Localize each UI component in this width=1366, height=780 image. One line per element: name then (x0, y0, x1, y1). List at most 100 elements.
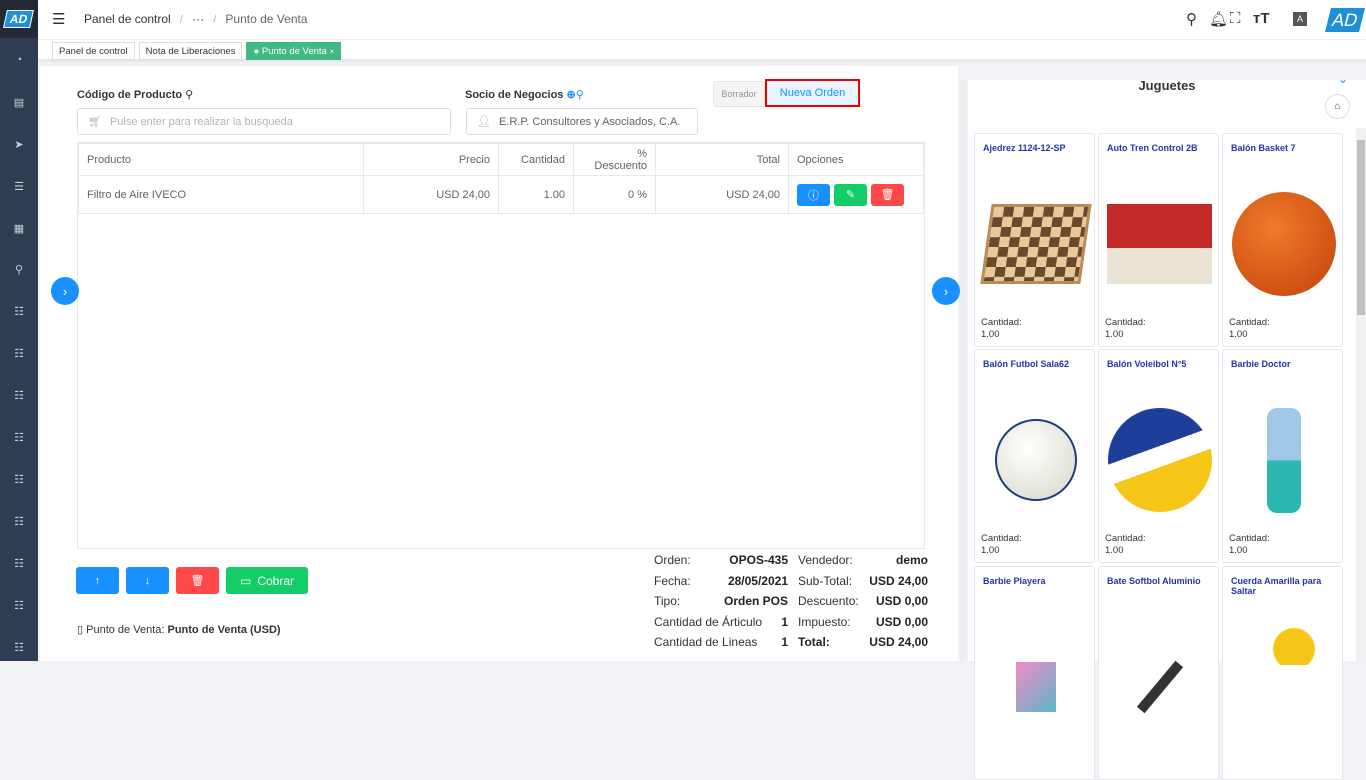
col-product: Producto (78, 143, 364, 176)
info-button[interactable]: ⓘ (797, 183, 830, 206)
product-image (1107, 179, 1212, 309)
edit-document-icon[interactable]: ▦ (13, 223, 25, 235)
logo[interactable]: AD (0, 0, 38, 38)
product-image (983, 622, 1088, 752)
font-size-icon[interactable]: тT (1253, 10, 1270, 27)
sidebar: AD ◔ ▤ ➤ ☰ ▦ ⚲ ☷ ☷ ☷ ☷ ☷ ☷ ☷ ☷ ☷ (0, 0, 38, 661)
tab-nota-de-liberaciones[interactable]: Nota de Liberaciones (138, 42, 243, 60)
product-code-label: Código de Producto ⚲ (77, 89, 194, 101)
tags-view: Panel de control Nota de Liberaciones ● … (38, 40, 1366, 62)
breadcrumb-ellipsis[interactable]: ··· (192, 12, 205, 26)
menu-list-icon[interactable]: ☷ (14, 306, 24, 318)
search-icon[interactable]: ⚲ (575, 89, 584, 101)
menu-list-icon[interactable]: ☷ (14, 642, 24, 654)
business-partner-input[interactable]: 👤︎ E.R.P. Consultores y Asociados, C.A. (466, 108, 698, 135)
breadcrumb-separator: / (213, 12, 217, 26)
avatar[interactable]: AD (1325, 8, 1365, 32)
chevron-down-icon[interactable]: ⌄ (1338, 72, 1349, 86)
translate-icon[interactable]: A (1293, 12, 1307, 26)
product-card[interactable]: Barbie Playera (974, 566, 1095, 780)
list-icon[interactable]: ☰ (14, 181, 24, 193)
search-icon[interactable]: ⚲ (185, 89, 194, 101)
charge-button[interactable]: ▭ Cobrar (226, 567, 308, 594)
arrow-down-icon: ↓ (144, 574, 151, 587)
trash-icon: 🗑︎ (880, 189, 895, 201)
order-lines-table: Producto Precio Cantidad % Descuento Tot… (77, 142, 925, 549)
send-icon[interactable]: ➤ (14, 139, 24, 151)
arrow-up-icon: ↑ (94, 574, 101, 587)
catalog-title: Juguetes (1138, 78, 1196, 93)
chevron-right-icon: › (62, 283, 68, 299)
draft-status-tab[interactable]: Borrador (713, 81, 765, 107)
product-image (1231, 179, 1336, 309)
product-card[interactable]: Balón Basket 7 Cantidad: 1.00 (1222, 133, 1343, 347)
delete-order-button[interactable]: 🗑︎ (176, 567, 219, 594)
product-image (1107, 395, 1212, 525)
fullscreen-icon[interactable]: ⛶ (1230, 10, 1241, 27)
tab-panel-de-control[interactable]: Panel de control (52, 42, 135, 60)
breadcrumb-separator: / (179, 12, 184, 26)
expand-left-button[interactable]: › (51, 277, 79, 305)
product-image (979, 179, 1092, 309)
cell-quantity[interactable]: 1.00 (498, 175, 574, 214)
order-summary-left: Orden: OPOS-435 Fecha: 28/05/2021 Tipo: Ord… (654, 553, 788, 649)
bell-icon[interactable]: 🔔︎ (1209, 11, 1229, 28)
product-card[interactable]: Ajedrez 1124-12-SP Cantidad: 1.00 (974, 133, 1095, 347)
menu-list-icon[interactable]: ☷ (14, 516, 24, 528)
menu-list-icon[interactable]: ☷ (14, 348, 24, 360)
product-card[interactable]: Auto Tren Control 2B Cantidad: 1.00 (1098, 133, 1219, 347)
cell-product: Filtro de Aire IVECO (78, 175, 364, 214)
close-tab-icon[interactable]: × (329, 47, 335, 56)
splitter-handle[interactable] (960, 80, 966, 661)
hamburger-icon[interactable]: ☰ (52, 11, 66, 28)
document-icon[interactable]: ▤ (13, 97, 25, 109)
menu-list-icon[interactable]: ☷ (14, 390, 24, 402)
product-image (983, 395, 1088, 525)
move-up-button[interactable]: ↑ (76, 567, 119, 594)
cell-price[interactable]: USD 24,00 (363, 175, 499, 214)
col-total: Total (655, 143, 789, 176)
col-quantity: Cantidad (498, 143, 574, 176)
col-discount: % Descuento (573, 143, 656, 176)
edit-button[interactable]: ✎ (834, 183, 867, 206)
chevron-right-icon: › (943, 283, 949, 299)
tab-punto-de-venta[interactable]: ● Punto de Venta × (246, 42, 342, 60)
delete-line-button[interactable]: 🗑︎ (871, 183, 904, 206)
add-circle-icon[interactable]: ⊕ (566, 89, 576, 101)
table-header: Producto Precio Cantidad % Descuento Tot… (78, 143, 924, 176)
product-image (1107, 622, 1212, 752)
menu-list-icon[interactable]: ☷ (14, 600, 24, 612)
product-card[interactable]: Bate Softbol Aluminio (1098, 566, 1219, 780)
new-order-tab[interactable]: Nueva Orden (765, 79, 860, 107)
search-icon[interactable]: ⚲ (1186, 11, 1197, 28)
menu-list-icon[interactable]: ☷ (14, 558, 24, 570)
search-icon[interactable]: ⚲ (14, 264, 24, 276)
product-image (1231, 625, 1336, 665)
business-partner-label: Socio de Negocios ⊕⚲ (465, 89, 584, 101)
move-down-button[interactable]: ↓ (126, 567, 169, 594)
cell-total: USD 24,00 (655, 175, 789, 214)
col-price: Precio (363, 143, 499, 176)
pos-info: ▯ Punto de Venta: Punto de Venta (USD) (77, 624, 281, 636)
table-row[interactable]: Filtro de Aire IVECO USD 24,00 1.00 0 % … (78, 175, 924, 214)
menu-list-icon[interactable]: ☷ (14, 432, 24, 444)
product-card[interactable]: Balón Voleibol N°5 Cantidad: 1.00 (1098, 349, 1219, 563)
cell-discount[interactable]: 0 % (573, 175, 656, 214)
dashboard-icon[interactable]: ◔ (15, 54, 23, 66)
catalog-scrollbar[interactable] (1356, 128, 1366, 661)
product-card[interactable]: Balón Futbol Sala62 Cantidad: 1.00 (974, 349, 1095, 563)
home-icon: ⌂ (1334, 101, 1341, 112)
product-card[interactable]: Cuerda Amarilla para Saltar (1222, 566, 1343, 780)
user-icon: 👤︎ (477, 116, 491, 128)
expand-right-button[interactable]: › (932, 277, 960, 305)
cart-icon: 🛒︎ (88, 116, 102, 128)
credit-card-icon: ▭ (239, 573, 252, 588)
breadcrumb-item[interactable]: Panel de control (84, 12, 171, 26)
menu-list-icon[interactable]: ☷ (14, 474, 24, 486)
product-search-input[interactable]: 🛒︎ Pulse enter para realizar la busqueda (77, 108, 451, 135)
tablet-icon: ▯ (77, 624, 84, 636)
home-button[interactable]: ⌂ (1325, 94, 1350, 119)
product-card[interactable]: Barbie Doctor Cantidad: 1.00 (1222, 349, 1343, 563)
breadcrumb-current: Punto de Venta (225, 12, 308, 26)
trash-icon: 🗑︎ (190, 575, 205, 587)
